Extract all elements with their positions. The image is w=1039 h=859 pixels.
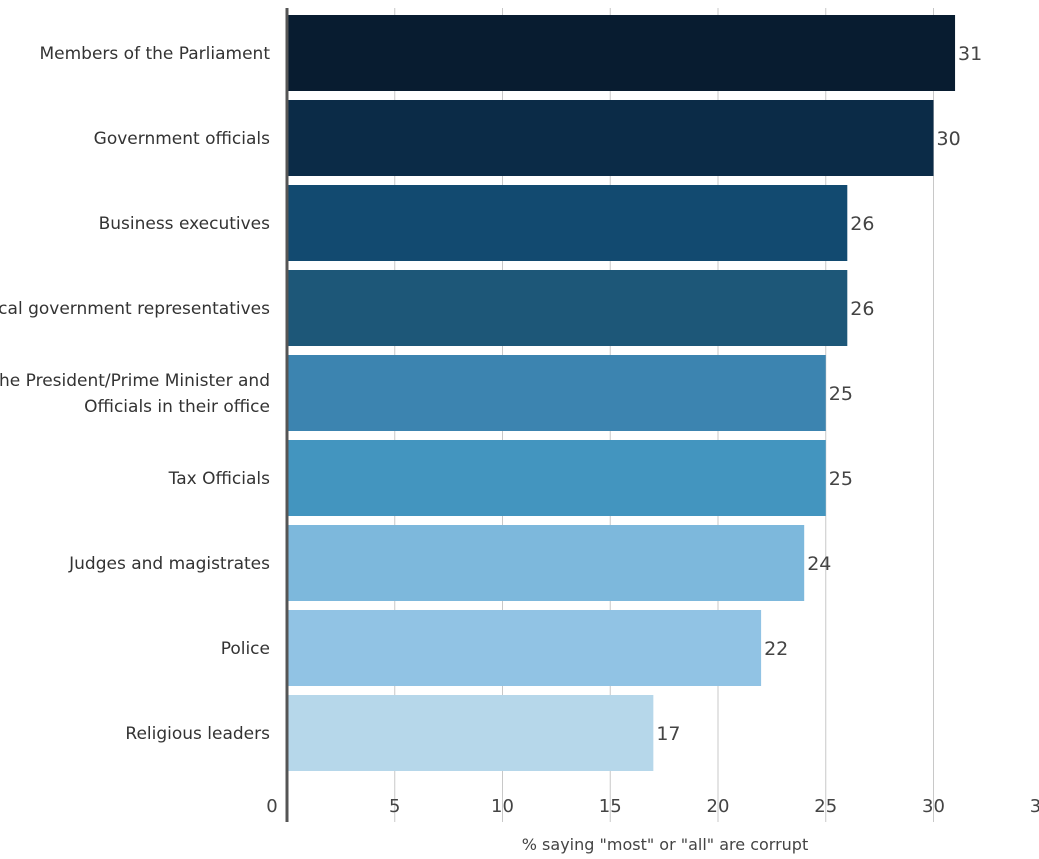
x-tick-label: 25 <box>814 796 837 817</box>
category-label: Tax Officials <box>168 469 270 489</box>
x-axis-title: % saying "most" or "all" are corrupt <box>522 835 808 854</box>
category-label: Local government representatives <box>0 299 270 319</box>
data-label: 31 <box>958 43 982 65</box>
category-label: Religious leaders <box>125 724 270 744</box>
x-tick-label: 10 <box>491 796 514 817</box>
x-tick-label: 5 <box>389 796 400 817</box>
category-label: Business executives <box>99 214 271 234</box>
bar <box>287 695 654 771</box>
data-label: 26 <box>850 213 874 235</box>
bar <box>287 15 956 91</box>
category-label: Officials in their office <box>84 397 270 417</box>
bar <box>287 270 848 346</box>
x-tick-label: 35 <box>1030 796 1039 817</box>
data-label: 17 <box>656 723 680 745</box>
category-label: The President/Prime Minister and <box>0 371 270 391</box>
category-label: Judges and magistrates <box>68 554 270 574</box>
category-label: Members of the Parliament <box>40 44 271 64</box>
data-label: 22 <box>764 638 788 660</box>
bar <box>287 610 762 686</box>
x-tick-label: 20 <box>707 796 730 817</box>
data-label: 24 <box>807 553 831 575</box>
data-label: 30 <box>937 128 961 150</box>
x-tick-label: 30 <box>922 796 945 817</box>
bar <box>287 525 805 601</box>
x-tick-label: 0 <box>266 796 277 817</box>
bar <box>287 355 826 431</box>
category-label: Government officials <box>94 129 270 149</box>
data-label: 26 <box>850 298 874 320</box>
bars <box>287 15 956 771</box>
data-labels: 31 30 26 26 25 25 24 22 17 <box>656 43 982 745</box>
data-label: 25 <box>829 383 853 405</box>
data-label: 25 <box>829 468 853 490</box>
category-labels: Members of the Parliament Government offi… <box>0 44 270 744</box>
bar <box>287 185 848 261</box>
x-tick-label: 15 <box>599 796 622 817</box>
bar <box>287 100 934 176</box>
x-tick-labels: 0 5 10 15 20 25 30 35 <box>266 796 1039 817</box>
category-label: Police <box>221 639 270 659</box>
bar <box>287 440 826 516</box>
